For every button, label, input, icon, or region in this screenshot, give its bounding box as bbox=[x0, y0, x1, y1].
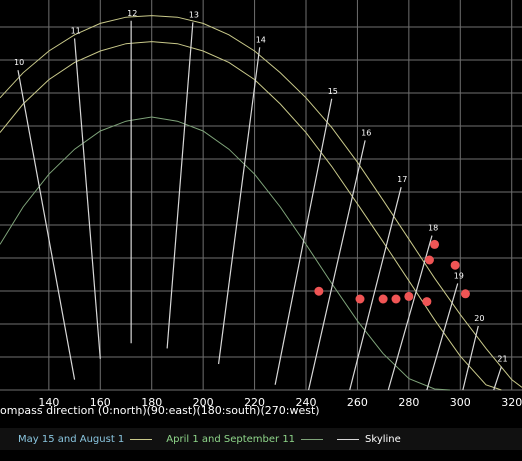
skyline-point-4 bbox=[430, 239, 440, 249]
x-tick-label-140: 140 bbox=[38, 396, 59, 409]
hour-line-21 bbox=[493, 366, 502, 391]
hour-line-16 bbox=[307, 140, 366, 391]
hour-label-13: 13 bbox=[189, 10, 199, 19]
x-tick-label-200: 200 bbox=[193, 396, 214, 409]
skyline-point-2 bbox=[378, 294, 388, 304]
hour-label-14: 14 bbox=[256, 35, 266, 44]
series-line-0 bbox=[0, 15, 522, 388]
x-tick-label-180: 180 bbox=[141, 396, 162, 409]
hour-label-10: 10 bbox=[14, 58, 24, 67]
x-tick-label-280: 280 bbox=[398, 396, 419, 409]
sun-path-curves bbox=[0, 15, 522, 391]
legend-item-skyline: Skyline bbox=[337, 434, 407, 445]
hour-label-18: 18 bbox=[428, 224, 438, 233]
legend-item-may: May 15 and August 1 bbox=[18, 433, 153, 445]
series-line-1 bbox=[0, 41, 502, 391]
hour-label-16: 16 bbox=[361, 128, 371, 137]
x-tick-labels: 140 160 180 200 220 240 260 280 300 320 bbox=[38, 396, 522, 409]
skyline-point-3 bbox=[404, 291, 414, 301]
x-tick-label-300: 300 bbox=[450, 396, 471, 409]
hour-label-20: 20 bbox=[474, 314, 484, 323]
grid-lines bbox=[0, 0, 522, 391]
hour-line-17 bbox=[349, 187, 402, 391]
hour-line-20 bbox=[462, 325, 479, 391]
legend-swatch-may bbox=[130, 438, 153, 440]
hour-label-17: 17 bbox=[397, 175, 407, 184]
skyline-points bbox=[314, 239, 470, 307]
x-tick-label-320: 320 bbox=[501, 396, 522, 409]
skyline-point-8 bbox=[422, 297, 432, 307]
hour-label-11: 11 bbox=[71, 26, 81, 35]
skyline-point-0 bbox=[314, 286, 324, 296]
x-tick-label-240: 240 bbox=[296, 396, 317, 409]
x-axis-label: ompass direction (0:north)(90:east)(180:… bbox=[0, 404, 320, 417]
hour-lines: 10 11 12 13 14 15 16 17 18 19 20 21 bbox=[14, 9, 508, 391]
hour-line-18 bbox=[387, 235, 433, 391]
hour-line-19 bbox=[426, 283, 459, 391]
hour-label-21: 21 bbox=[497, 355, 507, 364]
hour-line-10 bbox=[17, 70, 76, 380]
hour-label-15: 15 bbox=[328, 87, 338, 96]
legend-swatch-skyline-left bbox=[337, 438, 360, 440]
legend-swatch-april bbox=[301, 438, 324, 440]
legend-label-skyline: Skyline bbox=[365, 433, 401, 445]
skyline-point-6 bbox=[450, 260, 460, 270]
legend-item-april: April 1 and September 11 bbox=[166, 433, 324, 445]
hour-label-19: 19 bbox=[454, 271, 464, 280]
hour-line-13 bbox=[166, 22, 194, 349]
x-tick-label-260: 260 bbox=[347, 396, 368, 409]
skyline-point-7 bbox=[460, 289, 470, 299]
legend: May 15 and August 1 April 1 and Septembe… bbox=[0, 428, 522, 450]
hour-line-15 bbox=[274, 98, 333, 385]
legend-label-april: April 1 and September 11 bbox=[166, 433, 296, 445]
legend-label-may: May 15 and August 1 bbox=[18, 433, 125, 445]
hour-line-14 bbox=[217, 47, 261, 365]
hour-label-12: 12 bbox=[127, 9, 137, 18]
skyline-point-1 bbox=[355, 294, 365, 304]
skyline-point-9 bbox=[391, 294, 401, 304]
hour-line-11 bbox=[73, 38, 101, 359]
skyline-point-5 bbox=[424, 255, 434, 265]
x-tick-label-160: 160 bbox=[90, 396, 111, 409]
series-line-2 bbox=[0, 116, 451, 391]
x-tick-label-220: 220 bbox=[244, 396, 265, 409]
